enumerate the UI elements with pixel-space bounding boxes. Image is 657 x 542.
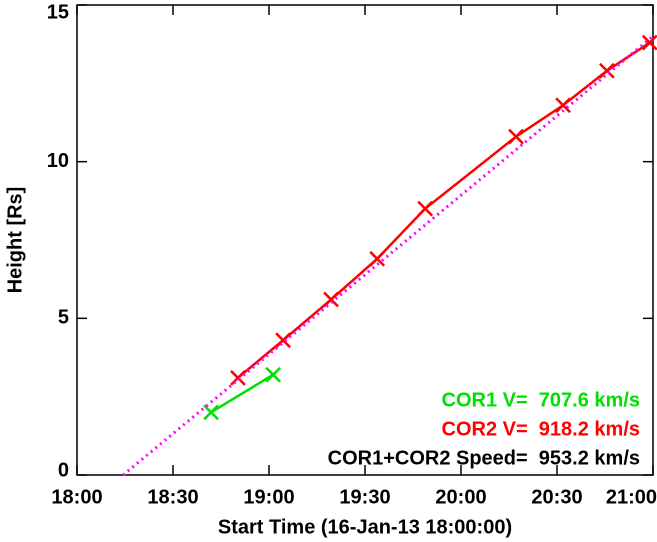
point-marker bbox=[641, 34, 657, 51]
y-tick-label: 10 bbox=[47, 150, 69, 172]
x-tick-label: 20:00 bbox=[435, 486, 486, 508]
x-tick-label: 20:30 bbox=[531, 486, 582, 508]
series-line bbox=[210, 373, 274, 414]
point-marker bbox=[555, 97, 571, 114]
y-tick-label: 5 bbox=[58, 307, 69, 329]
point-marker bbox=[508, 128, 524, 145]
y-tick-label: 0 bbox=[58, 459, 69, 481]
x-axis-title: Start Time (16-Jan-13 18:00:00) bbox=[218, 516, 512, 538]
point-marker bbox=[417, 200, 434, 217]
point-marker bbox=[230, 369, 246, 386]
point-marker bbox=[265, 366, 282, 383]
point-marker bbox=[323, 291, 339, 308]
annotation: COR2 V= 918.2 km/s bbox=[442, 418, 640, 440]
y-axis-title: Height [Rs] bbox=[4, 187, 26, 294]
annotation: COR1 V= 707.6 km/s bbox=[442, 389, 640, 411]
x-tick-label: 21:00 bbox=[606, 486, 657, 508]
x-tick-label: 19:30 bbox=[339, 486, 390, 508]
x-tick-label: 18:30 bbox=[147, 486, 198, 508]
x-tick-label: 19:00 bbox=[243, 486, 294, 508]
series-line bbox=[122, 35, 654, 477]
point-marker bbox=[369, 250, 386, 267]
point-marker bbox=[275, 332, 291, 349]
point-marker bbox=[599, 62, 615, 79]
y-tick-label: 15 bbox=[47, 1, 69, 23]
point-marker bbox=[203, 404, 219, 421]
annotation: COR1+COR2 Speed= 953.2 km/s bbox=[328, 447, 640, 469]
x-tick-label: 18:00 bbox=[51, 486, 102, 508]
